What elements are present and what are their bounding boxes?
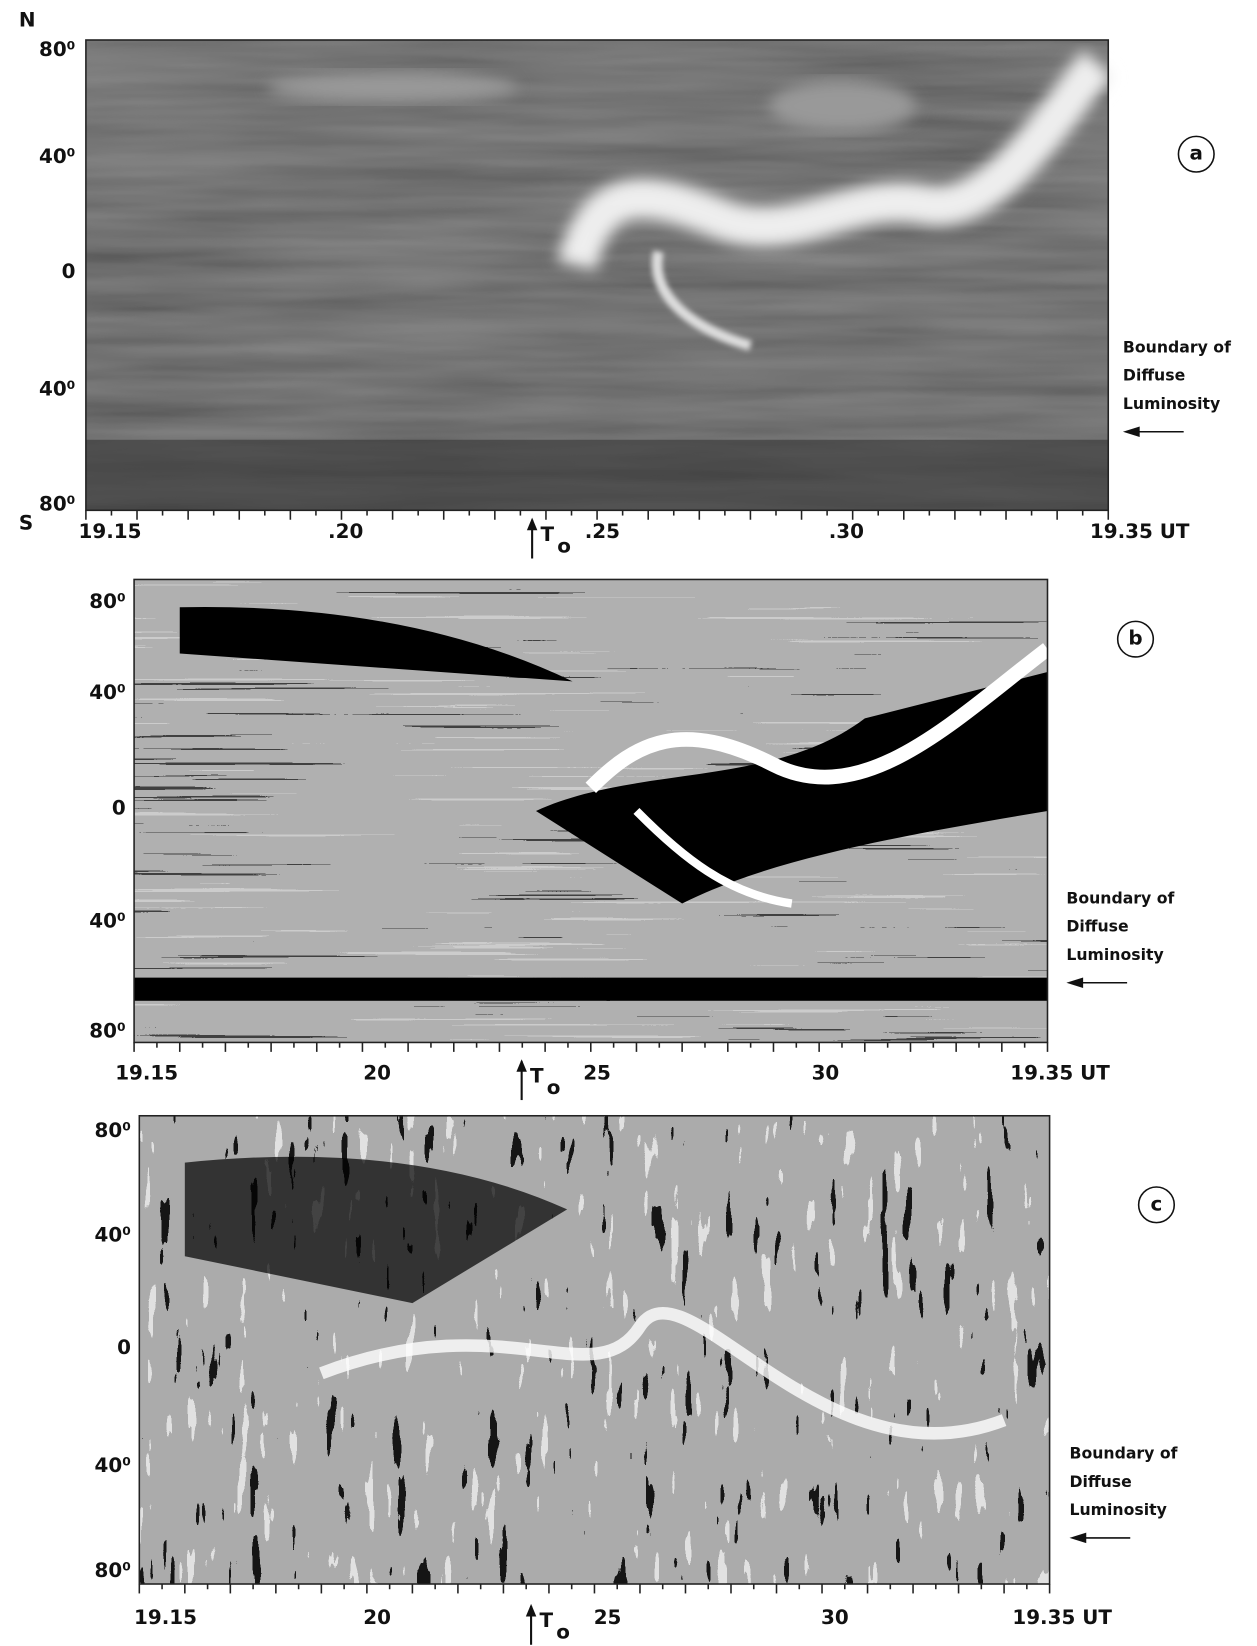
x-tick-label: 19.15 [79, 520, 142, 543]
north-label: N [19, 9, 36, 32]
boundary-arrow-head [1123, 427, 1140, 437]
onset-marker-subscript: o [556, 1621, 570, 1644]
annotation: Luminosity [1123, 394, 1220, 413]
y-tick-label: 0 [62, 260, 76, 283]
y-tick-label: 0 [117, 1336, 131, 1359]
y-tick-label: 40⁰ [39, 377, 75, 400]
x-tick-label: 20 [363, 1061, 391, 1084]
panel-letter: a [1190, 142, 1203, 165]
y-tick-label: 80⁰ [95, 1559, 131, 1582]
y-tick-label: 80⁰ [39, 38, 75, 61]
page: 80⁰40⁰040⁰80⁰19.15.20.25.3019.35 UTNSToa… [0, 0, 1257, 1646]
panel-letter: c [1151, 1192, 1163, 1215]
x-tick-label: 19.35 UT [1090, 520, 1190, 543]
x-tick-label: 19.35 UT [1010, 1061, 1110, 1084]
x-tick-label: 30 [812, 1061, 840, 1084]
y-tick-label: 80⁰ [89, 1019, 125, 1042]
annotation: Boundary of [1123, 337, 1231, 356]
boundary-arrow-head [1069, 1533, 1086, 1543]
figure: 80⁰40⁰040⁰80⁰19.15.20.25.3019.35 UTNSToa… [0, 0, 1257, 1646]
x-tick-label: 19.15 [115, 1061, 178, 1084]
annotation: Diffuse [1123, 366, 1185, 385]
x-tick-label: .30 [829, 520, 864, 543]
annotation: Diffuse [1069, 1472, 1131, 1491]
annotation: Luminosity [1069, 1500, 1166, 1519]
annotation: Boundary of [1066, 888, 1174, 907]
panel-letter: b [1128, 627, 1142, 650]
y-tick-label: 40⁰ [89, 909, 125, 932]
x-tick-label: 25 [583, 1061, 611, 1084]
x-tick-label: 25 [594, 1606, 622, 1629]
y-tick-label: 40⁰ [95, 1224, 131, 1247]
onset-marker-subscript: o [547, 1076, 561, 1099]
onset-marker-subscript: o [557, 534, 571, 557]
south-label: S [19, 511, 33, 534]
boundary-arrow-head [1066, 978, 1083, 988]
y-tick-label: 80⁰ [89, 590, 125, 613]
x-tick-label: .25 [585, 520, 620, 543]
x-tick-label: 30 [821, 1606, 849, 1629]
x-tick-label: 19.15 [134, 1606, 197, 1629]
x-tick-label: .20 [328, 520, 363, 543]
y-tick-label: 0 [112, 796, 126, 819]
dark-band [86, 440, 1108, 511]
y-tick-label: 80⁰ [39, 493, 75, 516]
glow [267, 71, 518, 102]
y-tick-label: 40⁰ [89, 681, 125, 704]
annotation: Diffuse [1066, 917, 1128, 936]
onset-marker: T [530, 1065, 544, 1088]
annotation: Luminosity [1066, 945, 1163, 964]
onset-marker: T [541, 523, 555, 546]
y-tick-label: 80⁰ [95, 1119, 131, 1142]
keogram-image [134, 579, 1047, 1042]
keogram-image [139, 1116, 1049, 1584]
y-tick-label: 40⁰ [95, 1454, 131, 1477]
onset-arrow-head [527, 518, 537, 531]
annotation: Boundary of [1069, 1444, 1177, 1463]
x-tick-label: 19.35 UT [1012, 1606, 1112, 1629]
dark-band [134, 978, 1047, 1001]
onset-marker: T [539, 1609, 553, 1632]
onset-arrow-head [526, 1604, 536, 1617]
y-tick-label: 40⁰ [39, 145, 75, 168]
onset-arrow-head [516, 1059, 526, 1072]
glow [769, 80, 916, 132]
x-tick-label: 20 [363, 1606, 391, 1629]
keogram-image [86, 40, 1108, 510]
